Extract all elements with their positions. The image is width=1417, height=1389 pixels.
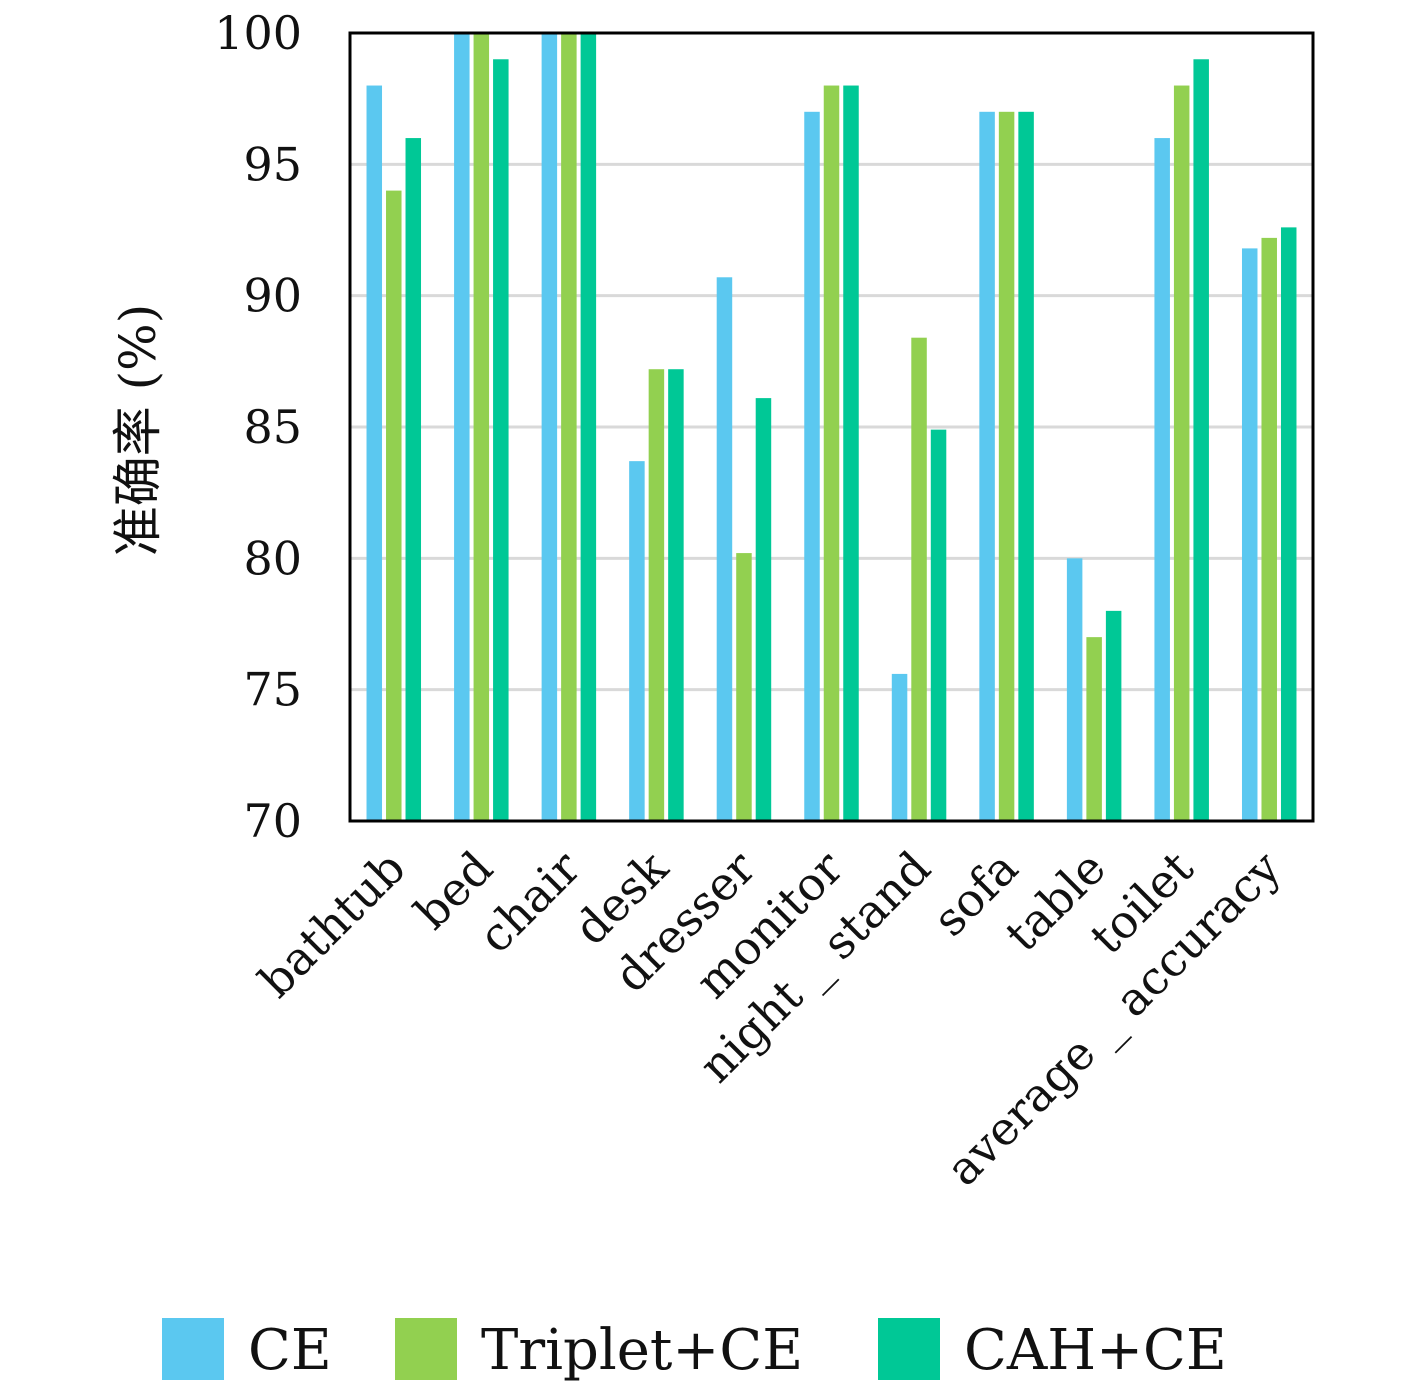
bar-cah-ce-3 <box>668 369 684 821</box>
bar-triplet-ce-2 <box>561 33 577 821</box>
legend-label: CE <box>248 1318 332 1383</box>
bar-cah-ce-10 <box>1280 227 1297 821</box>
y-tick-label: 80 <box>243 531 302 585</box>
bar-cah-ce-0 <box>405 138 422 822</box>
y-tick-label: 75 <box>243 663 302 717</box>
bar-triplet-ce-10 <box>1261 237 1277 821</box>
bar-triplet-ce-7 <box>998 111 1015 822</box>
legend-swatch <box>162 1318 224 1380</box>
bar-triplet-ce-5 <box>823 85 840 822</box>
bar-triplet-ce-3 <box>648 369 665 821</box>
bar-triplet-ce-9 <box>1173 85 1190 822</box>
y-tick-label: 90 <box>243 269 302 323</box>
bar-ce-9 <box>1154 138 1170 822</box>
bar-cah-ce-8 <box>1105 610 1122 821</box>
bar-triplet-ce-0 <box>386 190 402 822</box>
bar-ce-6 <box>891 673 908 821</box>
x-tick-label: bathtub <box>248 841 415 1008</box>
bar-ce-1 <box>454 33 470 821</box>
bar-cah-ce-4 <box>755 398 772 821</box>
bar-triplet-ce-1 <box>473 33 490 821</box>
bar-cah-ce-1 <box>493 59 509 822</box>
bar-triplet-ce-8 <box>1086 637 1102 821</box>
bar-ce-10 <box>1241 248 1258 822</box>
y-tick-label: 85 <box>243 400 302 454</box>
bars <box>366 33 1297 822</box>
legend-swatch <box>878 1318 940 1380</box>
y-tick-label: 100 <box>214 6 302 60</box>
legend-label: Triplet+CE <box>481 1318 803 1383</box>
y-tick-label: 70 <box>243 794 302 848</box>
bar-ce-3 <box>629 461 645 821</box>
bar-cah-ce-2 <box>580 33 597 821</box>
bar-triplet-ce-4 <box>736 553 752 821</box>
legend-swatch <box>395 1318 457 1380</box>
bar-ce-4 <box>716 277 733 821</box>
y-tick-label: 95 <box>243 137 302 191</box>
legend: CE Triplet+CE CAH+CE <box>162 1318 1227 1383</box>
bar-ce-2 <box>541 33 558 821</box>
y-tick-labels: 70 75 80 85 90 95 100 <box>214 6 302 848</box>
bar-ce-0 <box>366 85 383 822</box>
bar-ce-5 <box>804 111 820 822</box>
bar-cah-ce-6 <box>930 429 947 821</box>
y-axis-label: 准确率 (%) <box>109 304 167 556</box>
bar-cah-ce-5 <box>843 85 859 822</box>
legend-label: CAH+CE <box>964 1318 1227 1383</box>
bar-ce-7 <box>979 111 995 822</box>
bar-cah-ce-9 <box>1193 59 1209 822</box>
plot-frame <box>348 31 1315 823</box>
bar-ce-8 <box>1066 558 1083 821</box>
bar-triplet-ce-6 <box>911 337 927 821</box>
x-tick-label: chair <box>468 841 591 964</box>
bar-cah-ce-7 <box>1018 111 1034 822</box>
